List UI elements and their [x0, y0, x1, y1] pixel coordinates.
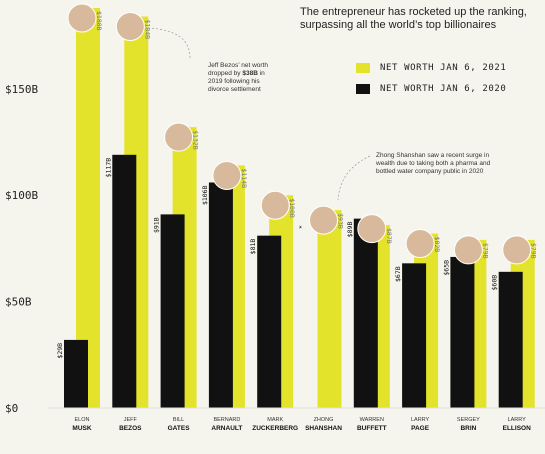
zhong-connector-line	[337, 155, 371, 201]
value-label-2021-3: $114B	[240, 168, 248, 188]
value-label-2021-7: $82B	[433, 237, 441, 253]
bar-2020-9	[498, 271, 523, 408]
zhong-anno-line-3: bottled water company public in 2020	[376, 168, 484, 175]
portrait-1	[115, 12, 145, 42]
legend-swatch-black	[356, 84, 370, 94]
portrait-9	[502, 235, 532, 265]
bezos-connector-line	[147, 27, 191, 59]
value-label-2021-1: $184B	[143, 20, 151, 40]
category-first-4: MARK	[267, 417, 283, 423]
legend-label-2020: NET WORTH JAN 6, 2020	[380, 84, 507, 94]
portrait-8	[453, 235, 483, 265]
subtitle-line-2: surpassing all the world’s top billionai…	[300, 19, 497, 31]
y-tick-label-3: $150B	[5, 83, 38, 96]
bar-2020-7	[402, 263, 427, 408]
value-label-2021-4: $100B	[288, 198, 296, 218]
category-last-6: BUFFETT	[357, 425, 387, 432]
value-label-2021-0: $188B	[95, 11, 103, 31]
category-first-6: WARREN	[360, 417, 384, 423]
category-last-8: BRIN	[460, 425, 476, 432]
bar-2021-5	[317, 210, 342, 408]
category-last-4: ZUCKERBERG	[252, 425, 298, 432]
bar-2020-6	[353, 218, 378, 408]
bar-2020-2	[160, 214, 185, 408]
value-label-2021-9: $79B	[530, 243, 538, 259]
bezos-anno-line-4: divorce settlement	[208, 86, 261, 93]
value-label-2020-6: $89B	[346, 222, 354, 238]
value-label-2020-3: $106B	[201, 185, 209, 205]
portrait-0	[67, 3, 97, 33]
bezos-annotation: Jeff Bezos’ net worth dropped by $38B in…	[208, 62, 288, 94]
portrait-7	[405, 229, 435, 259]
category-last-0: MUSK	[72, 425, 91, 432]
value-label-2021-6: $87B	[385, 228, 393, 244]
value-label-2021-8: $79B	[481, 243, 489, 259]
bezos-anno-line-2: dropped by $38B in	[208, 70, 265, 77]
value-label-2020-5: *	[298, 225, 306, 229]
category-last-7: PAGE	[411, 425, 430, 432]
bezos-anno-line-3: 2019 following his	[208, 78, 260, 85]
category-last-2: GATES	[168, 425, 191, 432]
bar-2020-8	[450, 256, 475, 408]
category-first-0: ELON	[75, 417, 90, 423]
category-last-1: BEZOS	[119, 425, 142, 432]
zhong-anno-line-1: Zhong Shanshan saw a recent surge in	[376, 152, 490, 159]
value-label-2020-9: $60B	[491, 275, 499, 291]
category-first-3: BERNARD	[213, 417, 240, 423]
category-last-5: SHANSHAN	[305, 425, 342, 432]
bar-2020-3	[208, 182, 233, 408]
portrait-6	[357, 214, 387, 244]
value-label-2021-2: $132B	[192, 130, 200, 150]
legend-item-2021: NET WORTH JAN 6, 2021	[356, 63, 506, 73]
portrait-5	[309, 205, 338, 235]
portrait-3	[212, 160, 242, 190]
category-first-7: LARRY	[411, 417, 430, 423]
bar-2020-4	[257, 235, 282, 408]
category-last-3: ARNAULT	[211, 425, 242, 432]
zhong-annotation: Zhong Shanshan saw a recent surge in wea…	[376, 152, 516, 176]
legend-swatch-yellow	[356, 63, 370, 73]
legend-item-2020: NET WORTH JAN 6, 2020	[356, 84, 506, 94]
y-tick-label-1: $50B	[5, 296, 32, 309]
bezos-anno-line-1: Jeff Bezos’ net worth	[208, 62, 268, 69]
category-last-9: ELLISON	[503, 425, 531, 432]
category-first-8: SERGEY	[457, 417, 480, 423]
value-label-2020-7: $67B	[394, 266, 402, 282]
category-first-9: LARRY	[508, 417, 527, 423]
portrait-4	[260, 190, 290, 220]
y-tick-label-2: $100B	[5, 189, 38, 202]
value-label-2020-1: $117B	[104, 158, 112, 178]
bar-2020-0	[64, 339, 88, 408]
zhong-anno-line-2: wealth due to taking both a pharma and	[376, 160, 491, 167]
bar-2020-1	[112, 154, 137, 408]
subtitle-line-1: The entrepreneur has rocketed up the ran…	[300, 6, 527, 18]
value-label-2020-2: $91B	[153, 217, 161, 233]
value-label-2021-5: $93B	[337, 213, 345, 229]
y-tick-label-0: $0	[5, 402, 18, 415]
legend-label-2021: NET WORTH JAN 6, 2021	[380, 63, 507, 73]
category-first-1: JEFF	[124, 417, 138, 423]
category-first-2: BILL	[173, 417, 184, 423]
value-label-2020-4: $81B	[249, 239, 257, 255]
value-label-2020-8: $65B	[442, 260, 450, 276]
value-label-2020-0: $29B	[56, 343, 64, 359]
chart-subtitle: The entrepreneur has rocketed up the ran…	[300, 6, 540, 32]
category-first-5: ZHONG	[314, 417, 334, 423]
portrait-2	[164, 122, 194, 152]
